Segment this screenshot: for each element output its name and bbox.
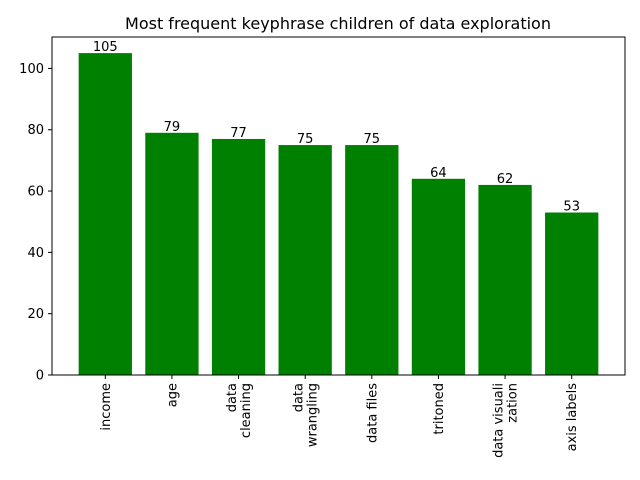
x-tick-label-line: income: [99, 383, 114, 431]
bar-value-label: 77: [230, 126, 247, 141]
plot-frame: [51, 36, 626, 376]
x-tick-label: income: [99, 383, 114, 431]
x-tick-label-line: data files: [365, 383, 380, 443]
bar: [211, 138, 266, 375]
x-tick-label: data visuali zation: [492, 383, 521, 458]
y-tick-label: 20: [27, 307, 44, 322]
x-tick-label-line: zation: [506, 383, 521, 423]
bar-value-label: 53: [563, 200, 580, 215]
x-tick-label-line: axis labels: [565, 383, 580, 452]
x-axis: income age data cleaning data wrangling data f…: [99, 375, 580, 458]
data-labels-layer: 105 79 77 75 75 64 62 53: [93, 40, 580, 214]
x-tick-label-line: wrangling: [306, 383, 321, 447]
bar: [545, 212, 599, 375]
y-tick-label: 80: [27, 123, 44, 138]
x-tick-label: age: [165, 383, 180, 407]
y-tick-label: 100: [19, 62, 44, 77]
bar-value-label: 79: [164, 120, 181, 135]
bar-value-label: 105: [93, 40, 118, 55]
x-tick-label: data cleaning: [225, 383, 254, 438]
x-tick-label-line: age: [165, 383, 180, 407]
bar-value-label: 62: [497, 172, 514, 187]
y-tick-label: 40: [27, 246, 44, 261]
x-tick-label-line: data visuali: [492, 383, 507, 458]
x-tick-label-line: data: [225, 383, 240, 412]
x-tick-label: axis labels: [565, 383, 580, 452]
y-tick-label: 60: [27, 185, 44, 200]
x-tick-label: data wrangling: [292, 383, 321, 447]
chart-title: Most frequent keyphrase children of data…: [125, 14, 551, 33]
bar-value-label: 75: [364, 132, 381, 147]
bar-value-label: 75: [297, 132, 314, 147]
bar: [345, 145, 399, 375]
y-axis: 0 20 40 60 80 100: [19, 62, 52, 384]
x-tick-label: data files: [365, 383, 380, 443]
bar: [478, 184, 532, 375]
y-tick-label: 0: [36, 369, 44, 384]
bar: [145, 132, 199, 375]
bar: [278, 145, 332, 375]
x-tick-label-line: data: [292, 383, 307, 412]
x-tick-label-line: cleaning: [239, 383, 254, 438]
bar-value-label: 64: [430, 166, 447, 181]
bars-layer: [78, 53, 599, 375]
bar: [411, 178, 466, 375]
bar: [78, 53, 132, 375]
x-tick-label: tritoned: [432, 383, 447, 435]
x-tick-label-line: tritoned: [432, 383, 447, 435]
